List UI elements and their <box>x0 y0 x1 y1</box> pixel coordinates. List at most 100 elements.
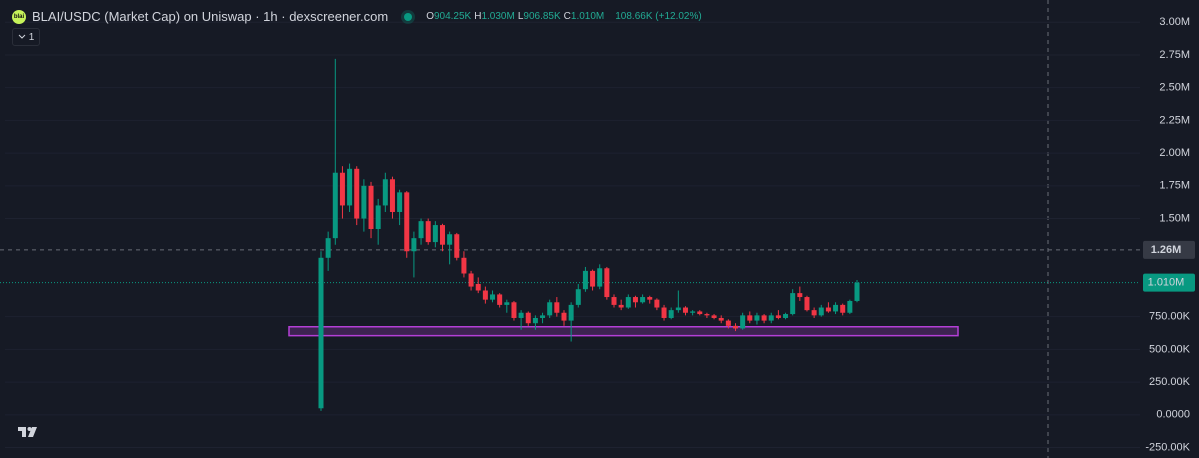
candle-body <box>597 268 603 287</box>
candle-body <box>468 273 474 287</box>
candle-body <box>740 315 746 329</box>
ohlc-key: O <box>426 11 434 22</box>
y-tick-label: 1.50M <box>1159 212 1190 224</box>
candle-body <box>461 257 467 274</box>
y-tick-label: 2.25M <box>1159 114 1190 126</box>
symbol-title: BLAI/USDC (Market Cap) on Uniswap · 1h ·… <box>32 9 389 24</box>
last-price-label: 1.010M <box>1148 277 1185 289</box>
candle-body <box>775 315 781 318</box>
candle-body <box>754 315 760 321</box>
candle-body <box>554 302 560 313</box>
candle-body <box>318 257 324 409</box>
indicator-count: 1 <box>28 31 35 43</box>
candle-body <box>475 283 481 291</box>
candle-body <box>354 168 360 219</box>
candle-body <box>425 221 431 243</box>
candle-body <box>547 302 553 316</box>
grid <box>5 21 1140 449</box>
candle-body <box>783 314 789 318</box>
ohlc-key: C <box>563 11 571 22</box>
y-tick-label: 0.0000 <box>1156 409 1190 421</box>
candle-body <box>661 307 667 318</box>
candle-body <box>733 325 739 329</box>
candle-body <box>532 317 538 324</box>
candle-body <box>432 225 438 243</box>
candle-body <box>682 307 688 313</box>
candle-body <box>404 192 410 252</box>
candle-body <box>790 293 796 315</box>
candle-body <box>747 315 753 321</box>
candle-body <box>397 192 403 212</box>
candle-body <box>497 294 503 305</box>
candle-body <box>518 312 524 318</box>
crosshair-badge <box>1143 240 1195 259</box>
candle-body <box>332 172 338 239</box>
candle-body <box>704 314 710 316</box>
candle-body <box>389 179 395 212</box>
candle-body <box>511 302 517 318</box>
y-tick-label: 2.00M <box>1159 147 1190 159</box>
candle-body <box>761 315 767 321</box>
support-zone <box>288 326 959 337</box>
indicators-toggle[interactable]: 1 <box>12 28 40 46</box>
candle-body <box>482 290 488 300</box>
candle-body <box>582 270 588 290</box>
candle-body <box>575 289 581 305</box>
tv-logo <box>18 427 37 437</box>
candle-body <box>654 299 660 308</box>
candle-body <box>675 307 681 311</box>
ohlc-key: H <box>474 11 482 22</box>
candle-body <box>718 317 724 321</box>
change: 108.66K (+12.02%) <box>615 11 702 22</box>
candle-body <box>447 234 453 245</box>
y-tick-label: 2.50M <box>1159 82 1190 94</box>
candle-body <box>618 304 624 308</box>
y-tick-label: 500.00K <box>1149 343 1191 355</box>
ohlc-value: 906.85K <box>523 11 561 22</box>
candle-body <box>361 185 367 219</box>
y-tick-label: -250.00K <box>1145 441 1190 453</box>
candle-body <box>540 315 546 318</box>
candle-body <box>840 304 846 313</box>
y-tick-label: 3.00M <box>1159 16 1190 28</box>
y-tick-label: 750.00K <box>1149 311 1191 323</box>
candle-body <box>625 297 631 308</box>
candle-body <box>325 238 331 258</box>
candle-body <box>768 315 774 321</box>
ohlc-value: 1.030M <box>481 11 515 22</box>
y-tick-label: 2.75M <box>1159 49 1190 61</box>
logo: blai <box>12 9 26 24</box>
candle-body <box>568 304 574 321</box>
candle-body <box>368 185 374 229</box>
chevron <box>18 34 26 39</box>
y-tick-label: 1.75M <box>1159 180 1190 192</box>
ohlc-value: 904.25K <box>433 11 472 22</box>
candle-body <box>525 312 531 324</box>
candle-body <box>347 168 353 206</box>
candle-body <box>711 315 717 318</box>
candle-body <box>611 297 617 305</box>
candle-body <box>504 302 510 305</box>
candle-body <box>439 225 445 245</box>
ohlc-key: L <box>517 11 524 22</box>
candle-body <box>854 282 860 301</box>
candle-body <box>604 268 610 298</box>
candle-body <box>690 311 696 313</box>
candle-body <box>490 294 496 300</box>
candle-body <box>632 297 638 303</box>
ohlc-value: 1.010M <box>570 11 605 22</box>
candle-body <box>454 234 460 258</box>
candle-body <box>647 297 653 300</box>
candle-body <box>590 270 596 287</box>
ohlc-values: O904.25K H1.030M L906.85K C1.010M <box>426 11 607 22</box>
candle-body <box>411 238 417 252</box>
candle-body <box>418 221 424 239</box>
candle-body <box>339 172 345 206</box>
candle-body <box>847 300 853 313</box>
candle-body <box>375 205 381 229</box>
y-tick-label: 250.00K <box>1149 376 1191 388</box>
candle-body <box>725 320 731 326</box>
candle-body <box>668 310 674 318</box>
